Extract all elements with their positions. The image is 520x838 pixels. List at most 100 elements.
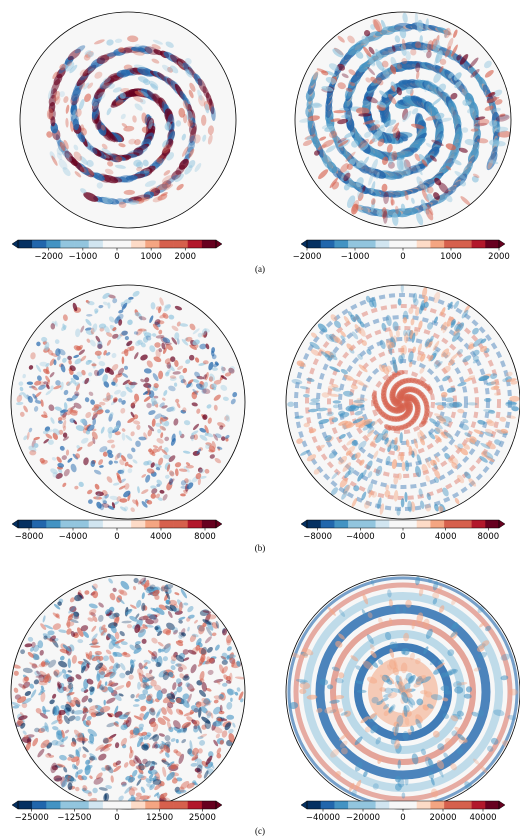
field-cell bbox=[109, 655, 115, 664]
field-cell bbox=[95, 744, 104, 751]
field-cell bbox=[492, 89, 503, 97]
field-cell bbox=[47, 630, 55, 636]
field-cell bbox=[55, 348, 61, 356]
colorbar-segment bbox=[348, 801, 363, 809]
field-cell bbox=[123, 719, 129, 723]
field-cell bbox=[44, 658, 49, 664]
field-cell bbox=[57, 709, 66, 716]
field-cell bbox=[159, 402, 165, 408]
field-cell bbox=[171, 325, 179, 332]
field-cell bbox=[205, 343, 210, 350]
field-cell bbox=[99, 401, 106, 406]
field-cell bbox=[171, 337, 178, 345]
field-cell bbox=[400, 662, 408, 674]
field-cell bbox=[327, 684, 334, 690]
field-cell bbox=[79, 156, 89, 165]
field-cell bbox=[31, 385, 38, 391]
field-cell bbox=[94, 308, 99, 313]
field-cell bbox=[393, 727, 399, 736]
field-cell bbox=[326, 411, 334, 417]
field-cell bbox=[106, 367, 115, 375]
field-cell bbox=[317, 323, 328, 333]
field-cell bbox=[179, 323, 189, 327]
field-cell bbox=[390, 737, 397, 745]
field-cell bbox=[196, 680, 203, 686]
panel-r3-c2 bbox=[285, 574, 520, 810]
field-cell bbox=[452, 401, 463, 408]
field-cell bbox=[381, 183, 388, 192]
colorbar-segment bbox=[389, 240, 404, 248]
field-cell bbox=[405, 329, 412, 336]
field-cell bbox=[362, 660, 373, 670]
field-cell bbox=[295, 678, 308, 683]
field-cell bbox=[198, 362, 207, 366]
field-cell bbox=[25, 741, 32, 751]
field-cell bbox=[220, 436, 226, 441]
field-cell bbox=[96, 493, 100, 500]
field-cell bbox=[78, 481, 84, 488]
field-cell bbox=[209, 454, 215, 459]
field-cell bbox=[102, 655, 109, 662]
field-cell bbox=[161, 647, 167, 652]
field-cell bbox=[394, 723, 400, 735]
field-cell bbox=[484, 397, 492, 403]
field-cell bbox=[415, 70, 420, 80]
field-cell bbox=[430, 694, 443, 701]
field-cell bbox=[52, 428, 60, 435]
field-cell bbox=[425, 208, 434, 221]
field-cell bbox=[400, 43, 407, 57]
field-cell bbox=[365, 295, 371, 303]
field-cell bbox=[75, 425, 85, 432]
colorbar-tick-label: 0 bbox=[114, 252, 119, 262]
field-cell bbox=[173, 418, 179, 426]
field-cell bbox=[79, 69, 88, 77]
field-cell bbox=[66, 676, 75, 683]
field-cell bbox=[388, 705, 394, 713]
field-cell bbox=[157, 630, 163, 636]
field-cell bbox=[214, 361, 219, 366]
field-cell bbox=[22, 697, 32, 705]
field-cell bbox=[69, 409, 78, 416]
field-cell bbox=[158, 733, 165, 737]
field-cell bbox=[108, 294, 116, 299]
field-cell bbox=[350, 314, 357, 323]
field-cell bbox=[49, 151, 56, 160]
field-cell bbox=[60, 381, 64, 391]
field-cell bbox=[202, 388, 211, 394]
field-cell bbox=[390, 64, 397, 75]
field-cell bbox=[73, 729, 81, 737]
field-cell bbox=[425, 458, 431, 469]
field-cell bbox=[185, 464, 194, 469]
field-cell bbox=[89, 686, 95, 692]
field-cell bbox=[51, 638, 59, 648]
field-cell bbox=[143, 329, 147, 335]
field-cell bbox=[111, 381, 116, 386]
field-cell bbox=[299, 682, 311, 690]
field-cell bbox=[416, 212, 424, 226]
field-cell bbox=[451, 332, 461, 342]
field-cell bbox=[85, 141, 95, 153]
field-cell bbox=[143, 382, 152, 389]
field-cell bbox=[108, 316, 115, 323]
field-cell bbox=[194, 163, 202, 172]
field-cell bbox=[97, 680, 102, 689]
field-cell bbox=[134, 44, 141, 49]
field-cell bbox=[57, 420, 63, 424]
field-cell bbox=[443, 752, 449, 759]
field-cell bbox=[170, 659, 176, 665]
field-cell bbox=[385, 314, 392, 327]
field-cell bbox=[405, 672, 413, 682]
field-cell bbox=[152, 734, 160, 742]
field-cell bbox=[468, 342, 475, 348]
field-cell bbox=[157, 182, 169, 191]
field-cell bbox=[186, 693, 192, 704]
field-cell bbox=[500, 428, 509, 434]
field-cell bbox=[227, 688, 234, 696]
field-cell bbox=[175, 697, 182, 704]
field-cell bbox=[124, 483, 130, 490]
field-cell bbox=[150, 656, 156, 662]
field-cell bbox=[382, 156, 389, 165]
field-cell bbox=[385, 126, 394, 135]
field-cell bbox=[361, 35, 370, 45]
field-cell bbox=[434, 477, 440, 483]
